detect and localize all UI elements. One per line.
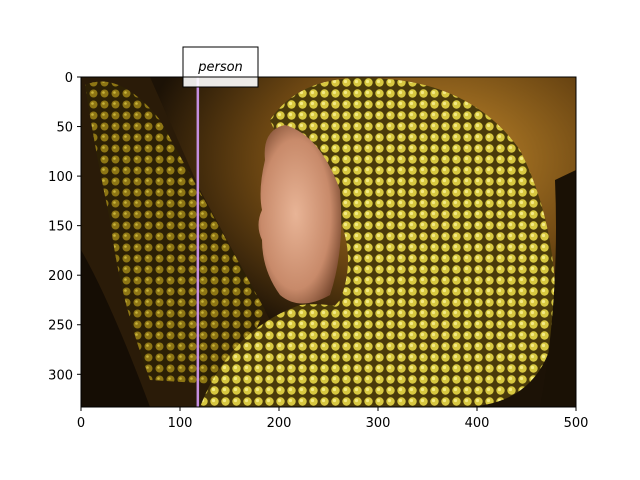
person-label-box: person — [182, 46, 259, 88]
x-tick-label: 400 — [465, 416, 490, 431]
y-tick-label: 150 — [48, 220, 73, 235]
y-axis: 0 50 100 150 200 250 300 — [48, 71, 81, 383]
axes-frame — [80, 76, 577, 408]
y-tick-label: 250 — [48, 319, 73, 334]
x-tick-label: 200 — [267, 416, 292, 431]
y-tick-label: 50 — [56, 121, 73, 136]
child-face — [258, 125, 342, 304]
y-tick-label: 200 — [48, 269, 73, 284]
x-tick-label: 100 — [168, 416, 193, 431]
y-tick-label: 300 — [48, 368, 73, 383]
x-tick-label: 0 — [77, 416, 85, 431]
x-tick-label: 500 — [564, 416, 589, 431]
person-label: person — [197, 60, 243, 75]
x-axis: 0 100 200 300 400 500 — [77, 407, 589, 431]
y-tick-label: 100 — [48, 170, 73, 185]
photo — [81, 77, 576, 407]
x-tick-label: 300 — [366, 416, 391, 431]
y-tick-label: 0 — [65, 71, 73, 86]
